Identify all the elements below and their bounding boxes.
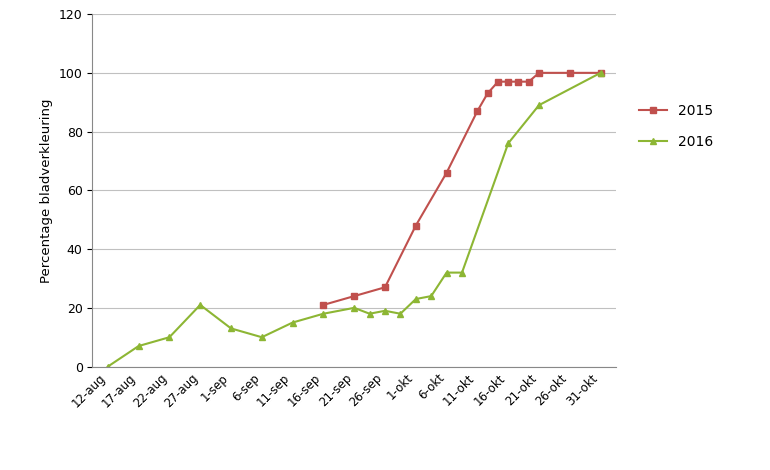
- 2016: [411, 296, 420, 302]
- Legend: 2015, 2016: 2015, 2016: [634, 99, 718, 154]
- 2016: [103, 364, 112, 369]
- 2016: [534, 102, 544, 108]
- 2015: [483, 91, 492, 96]
- 2016: [165, 335, 174, 340]
- 2016: [457, 270, 467, 275]
- 2015: [565, 70, 574, 76]
- 2016: [442, 270, 451, 275]
- 2015: [524, 79, 534, 85]
- 2015: [596, 70, 605, 76]
- Line: 2016: 2016: [104, 70, 604, 370]
- 2016: [319, 311, 328, 317]
- Line: 2015: 2015: [320, 70, 604, 308]
- 2015: [411, 223, 420, 228]
- 2016: [596, 70, 605, 76]
- 2015: [319, 302, 328, 308]
- 2016: [350, 305, 359, 311]
- 2015: [514, 79, 523, 85]
- 2016: [427, 293, 436, 299]
- Y-axis label: Percentage bladverkleuring: Percentage bladverkleuring: [40, 98, 53, 282]
- 2016: [226, 326, 236, 331]
- 2015: [494, 79, 503, 85]
- 2015: [380, 284, 390, 290]
- 2016: [365, 311, 374, 317]
- 2015: [442, 170, 451, 176]
- 2016: [396, 311, 405, 317]
- 2016: [504, 141, 513, 146]
- 2015: [504, 79, 513, 85]
- 2016: [134, 343, 143, 349]
- 2015: [350, 293, 359, 299]
- 2015: [534, 70, 544, 76]
- 2015: [473, 108, 482, 114]
- 2016: [257, 335, 266, 340]
- 2016: [196, 302, 205, 308]
- 2016: [380, 308, 390, 313]
- 2016: [288, 320, 297, 325]
